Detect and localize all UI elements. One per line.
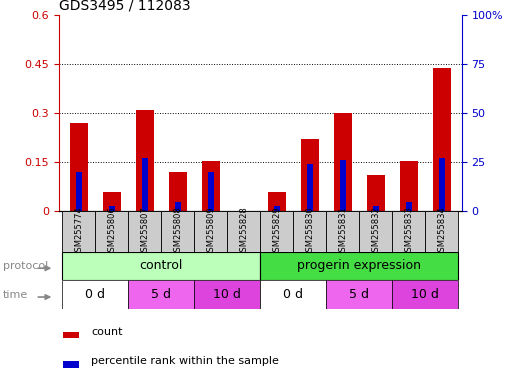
Bar (103, 192, 121, 211)
Bar (301, 139, 319, 211)
Bar (208, 172, 214, 211)
Bar (128, 280, 194, 309)
Text: GSM255809: GSM255809 (206, 206, 215, 257)
Bar (128, 211, 161, 252)
Bar (392, 280, 459, 309)
Text: count: count (91, 327, 123, 337)
Text: progerin expression: progerin expression (298, 260, 421, 272)
Bar (367, 175, 385, 211)
Bar (194, 211, 227, 252)
Text: 5 d: 5 d (349, 288, 369, 301)
Text: GSM255833: GSM255833 (404, 206, 413, 257)
Bar (433, 68, 451, 211)
Bar (360, 211, 392, 252)
Bar (63, 361, 79, 368)
Bar (169, 172, 187, 211)
Text: GDS3495 / 112083: GDS3495 / 112083 (59, 0, 191, 13)
Bar (307, 164, 313, 211)
Bar (268, 192, 286, 211)
Text: GSM255829: GSM255829 (272, 206, 281, 257)
Text: 0 d: 0 d (283, 288, 303, 301)
Bar (161, 211, 194, 252)
Bar (202, 161, 220, 211)
Bar (62, 211, 95, 252)
Bar (334, 113, 352, 211)
Bar (194, 280, 261, 309)
Text: 10 d: 10 d (213, 288, 241, 301)
Bar (109, 206, 115, 211)
Text: GSM255774: GSM255774 (74, 206, 83, 257)
Bar (62, 280, 128, 309)
Bar (76, 172, 82, 211)
Bar (175, 202, 181, 211)
Bar (62, 252, 261, 280)
Text: GSM255828: GSM255828 (240, 206, 248, 257)
Bar (261, 211, 293, 252)
Bar (425, 211, 459, 252)
Bar (227, 211, 261, 252)
Text: GSM255830: GSM255830 (305, 206, 314, 257)
Text: 5 d: 5 d (151, 288, 171, 301)
Bar (406, 202, 412, 211)
Bar (400, 161, 418, 211)
Bar (326, 211, 360, 252)
Text: GSM255806: GSM255806 (107, 206, 116, 257)
Bar (392, 211, 425, 252)
Bar (373, 206, 379, 211)
Bar (70, 123, 88, 211)
Bar (63, 332, 79, 339)
Text: GSM255807: GSM255807 (141, 206, 149, 257)
Text: protocol: protocol (3, 261, 48, 271)
Text: control: control (140, 260, 183, 272)
Text: 10 d: 10 d (411, 288, 439, 301)
Bar (95, 211, 128, 252)
Bar (261, 252, 459, 280)
Bar (274, 206, 280, 211)
Text: time: time (3, 290, 28, 300)
Bar (340, 160, 346, 211)
Bar (142, 158, 148, 211)
Text: 0 d: 0 d (85, 288, 105, 301)
Text: percentile rank within the sample: percentile rank within the sample (91, 356, 279, 366)
Text: GSM255808: GSM255808 (173, 206, 182, 257)
Text: GSM255832: GSM255832 (371, 206, 380, 257)
Bar (293, 211, 326, 252)
Bar (326, 280, 392, 309)
Text: GSM255834: GSM255834 (438, 206, 446, 257)
Bar (136, 110, 154, 211)
Bar (261, 280, 326, 309)
Text: GSM255831: GSM255831 (339, 206, 347, 257)
Bar (439, 158, 445, 211)
